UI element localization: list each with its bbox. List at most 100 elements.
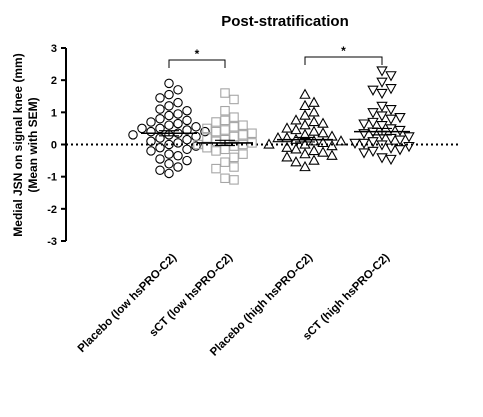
data-point bbox=[385, 154, 397, 166]
y-tick-label: 3 bbox=[51, 43, 57, 55]
data-point bbox=[164, 89, 174, 100]
data-point bbox=[385, 84, 397, 95]
data-point bbox=[211, 163, 221, 174]
significance-marker: * bbox=[195, 47, 200, 61]
data-point bbox=[385, 104, 397, 116]
data-point bbox=[164, 120, 174, 130]
data-point bbox=[229, 112, 239, 122]
data-point bbox=[238, 149, 248, 159]
x-category-label: sCT (high hsPRO-C2) bbox=[301, 252, 392, 343]
x-category-label: Placebo (low hsPRO-C2) bbox=[76, 252, 179, 355]
data-point bbox=[281, 122, 293, 133]
significance-marker: * bbox=[341, 44, 346, 58]
data-point bbox=[376, 66, 388, 77]
data-point bbox=[155, 133, 165, 143]
data-point bbox=[173, 85, 183, 95]
data-point bbox=[358, 138, 370, 150]
data-point bbox=[385, 143, 397, 154]
data-point bbox=[229, 141, 239, 151]
data-point bbox=[164, 101, 174, 111]
data-point bbox=[155, 93, 165, 103]
y-axis-label-line-2: (Mean with SEM) bbox=[26, 97, 40, 192]
y-axis-label-line-1: Medial JSN on signal knee (mm) bbox=[11, 53, 25, 236]
data-point bbox=[385, 114, 397, 125]
data-point bbox=[229, 162, 239, 172]
data-point bbox=[394, 125, 406, 137]
data-point bbox=[299, 99, 311, 111]
data-point bbox=[299, 148, 311, 159]
data-point bbox=[394, 145, 406, 156]
y-tick-label: 2 bbox=[51, 75, 57, 87]
data-point bbox=[403, 132, 415, 143]
data-point bbox=[155, 142, 165, 153]
data-point bbox=[155, 165, 165, 175]
data-point bbox=[220, 125, 230, 135]
data-point bbox=[137, 123, 147, 134]
data-point bbox=[308, 154, 320, 165]
data-point bbox=[308, 96, 320, 107]
data-point bbox=[193, 139, 203, 150]
data-point bbox=[281, 151, 293, 162]
data-point bbox=[164, 78, 174, 89]
data-point bbox=[146, 126, 156, 137]
data-point bbox=[220, 144, 230, 155]
significance-bracket bbox=[168, 59, 226, 68]
data-point bbox=[182, 144, 192, 155]
data-point bbox=[155, 154, 165, 164]
data-point bbox=[238, 130, 248, 140]
data-point bbox=[299, 88, 311, 99]
data-point bbox=[164, 159, 174, 169]
data-point bbox=[376, 121, 388, 132]
data-point bbox=[220, 105, 230, 116]
data-point bbox=[146, 117, 156, 127]
data-point bbox=[164, 149, 174, 159]
data-point bbox=[367, 117, 379, 129]
data-point bbox=[403, 141, 415, 153]
y-tick-label: -3 bbox=[47, 236, 57, 248]
data-point bbox=[376, 111, 388, 122]
y-tick-label: 0 bbox=[51, 140, 57, 152]
significance-bracket bbox=[304, 56, 383, 65]
data-point bbox=[385, 124, 397, 135]
data-point bbox=[290, 143, 302, 154]
data-point bbox=[182, 115, 192, 126]
data-point bbox=[164, 139, 174, 150]
data-point bbox=[182, 155, 192, 166]
data-point bbox=[367, 85, 379, 96]
data-point bbox=[155, 104, 165, 114]
data-point bbox=[326, 149, 338, 160]
data-point bbox=[229, 175, 239, 185]
data-point bbox=[394, 113, 406, 124]
data-point bbox=[335, 135, 347, 146]
data-point bbox=[349, 138, 361, 150]
data-point bbox=[376, 101, 388, 113]
data-point bbox=[202, 123, 212, 134]
chart-title: Post-stratification bbox=[221, 13, 349, 30]
data-point bbox=[385, 133, 397, 145]
data-point bbox=[385, 71, 397, 82]
data-point bbox=[299, 160, 311, 172]
data-point bbox=[146, 146, 156, 156]
data-point bbox=[229, 122, 239, 132]
data-point bbox=[376, 88, 388, 100]
data-point bbox=[317, 146, 329, 157]
data-point bbox=[358, 129, 370, 140]
data-point bbox=[376, 140, 388, 151]
data-point bbox=[263, 138, 275, 149]
data-point bbox=[146, 136, 156, 147]
y-tick-label: 1 bbox=[51, 107, 57, 119]
data-point bbox=[220, 173, 230, 184]
data-point bbox=[182, 105, 192, 116]
data-point bbox=[358, 148, 370, 159]
data-point bbox=[272, 131, 284, 143]
data-point bbox=[200, 126, 210, 137]
data-point bbox=[290, 156, 302, 167]
y-tick-label: -1 bbox=[47, 172, 57, 184]
data-point bbox=[308, 125, 320, 136]
data-point bbox=[229, 131, 239, 142]
data-point bbox=[155, 123, 165, 134]
data-point bbox=[308, 106, 320, 117]
data-point bbox=[182, 134, 192, 145]
